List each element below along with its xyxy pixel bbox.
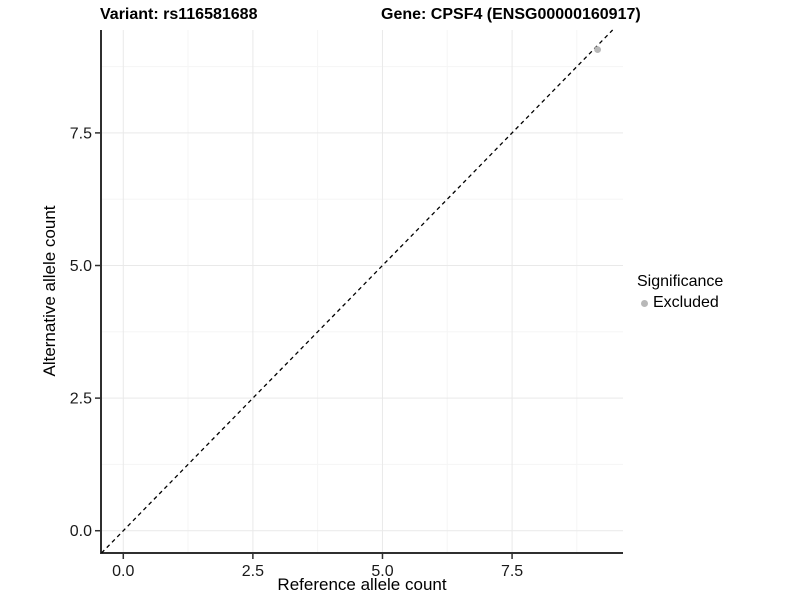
y-tick-label: 5.0: [70, 258, 92, 275]
y-tick-label: 2.5: [70, 391, 92, 408]
x-tick-label: 2.5: [242, 563, 264, 580]
x-tick-label: 5.0: [371, 563, 393, 580]
legend: Significance Excluded: [637, 273, 723, 312]
x-tick-label: 0.0: [112, 563, 134, 580]
legend-item-label: Excluded: [653, 294, 719, 311]
legend-item-excluded: Excluded: [637, 294, 723, 312]
data-point-excluded: [594, 46, 601, 54]
y-axis-title: Alternative allele count: [40, 205, 59, 377]
y-tick-label: 7.5: [70, 125, 92, 142]
identity-line: [101, 29, 614, 554]
x-tick-label: 7.5: [501, 563, 523, 580]
plot-title-variant: Variant: rs116581688: [100, 6, 258, 23]
x-axis-title: Reference allele count: [277, 575, 447, 594]
y-tick-label: 0.0: [70, 523, 92, 540]
legend-title: Significance: [637, 273, 724, 290]
excluded-point-swatch: [641, 299, 648, 307]
plot-title-gene: Gene: CPSF4 (ENSG00000160917): [381, 6, 641, 23]
